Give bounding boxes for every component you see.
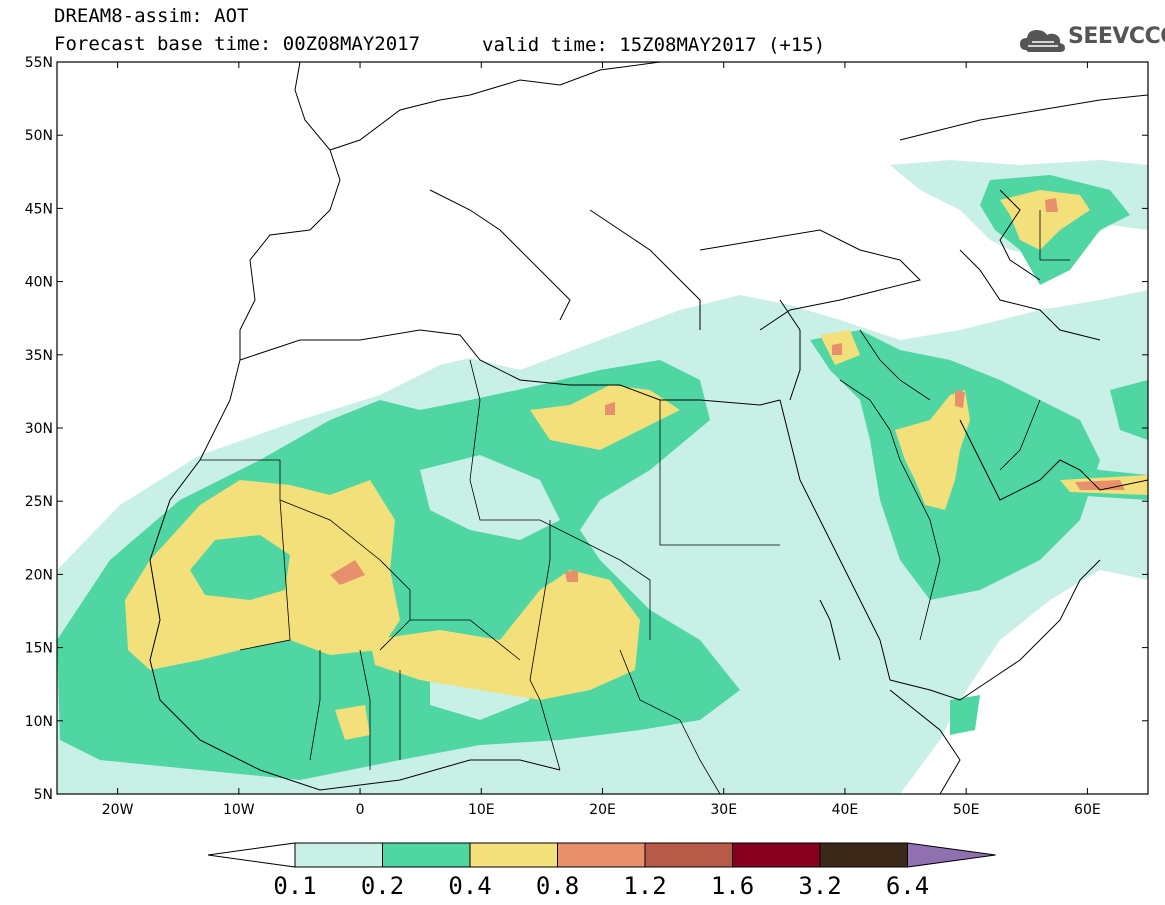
cloud-logo-icon	[1020, 30, 1065, 52]
lat-label: 45N	[25, 201, 53, 217]
lat-label: 40N	[25, 275, 53, 291]
lon-label: 30E	[710, 802, 737, 818]
country-borders	[200, 210, 1070, 794]
lon-label: 0	[356, 802, 365, 818]
colorbar-swatch	[732, 842, 821, 868]
colorbar-label: 0.8	[535, 872, 580, 900]
valid-time: valid time: 15Z08MAY2017 (+15)	[482, 34, 826, 56]
coastlines-borders	[149, 62, 1148, 794]
lat-label: 10N	[25, 714, 53, 730]
colorbar-low-arrow	[207, 842, 296, 868]
lon-label: 40E	[832, 802, 859, 818]
lat-label: 5N	[34, 787, 53, 803]
lat-label: 30N	[25, 421, 53, 437]
colorbar-swatch	[557, 842, 646, 868]
lat-label: 55N	[25, 55, 53, 71]
aot-field	[57, 62, 1148, 794]
colorbar-label: 0.4	[448, 872, 492, 900]
map-axes: 55N 50N 45N 40N 35N 30N 25N 20N 15N 10N 5N 20W 10W 0 1…	[25, 55, 1148, 818]
lon-label: 20W	[102, 802, 134, 818]
lat-label: 15N	[25, 641, 53, 657]
lat-label: 50N	[25, 128, 53, 144]
lat-label: 35N	[25, 348, 53, 364]
colorbar-label: 6.4	[885, 872, 930, 900]
lon-label: 10E	[468, 802, 495, 818]
colorbar-swatch	[382, 842, 471, 868]
forecast-base-time: Forecast base time: 00Z08MAY2017	[54, 33, 421, 55]
colorbar-swatch	[469, 842, 558, 868]
lon-label: 60E	[1074, 802, 1101, 818]
logo-text: SEEVCCC	[1068, 24, 1165, 49]
colorbar-swatch	[644, 842, 733, 868]
colorbar-high-arrow	[907, 842, 996, 868]
colorbar-label: 1.6	[710, 872, 755, 900]
colorbar-label: 1.2	[623, 872, 667, 900]
colorbar-swatch	[819, 842, 908, 868]
lat-label: 25N	[25, 494, 53, 510]
colorbar	[207, 842, 996, 868]
lon-label: 50E	[953, 802, 980, 818]
colorbar-label: 0.2	[360, 872, 405, 900]
lon-label: 10W	[223, 802, 255, 818]
colorbar-label: 3.2	[798, 872, 842, 900]
lat-label: 20N	[25, 567, 53, 583]
map-title: DREAM8-assim: AOT	[54, 5, 249, 27]
colorbar-swatch	[294, 842, 383, 868]
colorbar-label: 0.1	[273, 872, 317, 900]
lon-label: 20E	[589, 802, 616, 818]
